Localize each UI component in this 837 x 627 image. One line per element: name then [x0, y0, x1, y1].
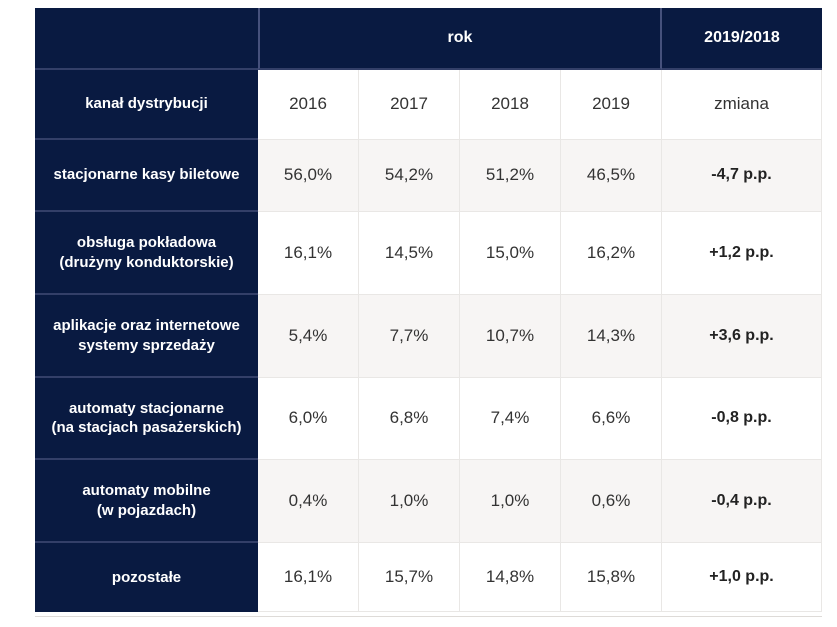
table-cell: 6,6% — [561, 378, 662, 460]
table-cell: 15,7% — [359, 543, 460, 612]
table-cell: 15,8% — [561, 543, 662, 612]
table-cell: 6,0% — [258, 378, 359, 460]
row-label-line: systemy sprzedaży — [78, 336, 215, 354]
table-cell: 51,2% — [460, 140, 561, 212]
row-label-obsluga-pokladowa: obsługa pokładowa (drużyny konduktorskie… — [35, 212, 258, 295]
column-header-2019: 2019 — [561, 70, 662, 140]
table-cell: 56,0% — [258, 140, 359, 212]
row-label-stacjonarne-kasy: stacjonarne kasy biletowe — [35, 140, 258, 212]
change-cell: -0,4 p.p. — [662, 460, 822, 543]
table-cell: 7,4% — [460, 378, 561, 460]
table-corner-cell — [35, 8, 258, 70]
table-cell: 5,4% — [258, 295, 359, 378]
row-label-aplikacje-internetowe: aplikacje oraz internetowe systemy sprze… — [35, 295, 258, 378]
table-cell: 1,0% — [460, 460, 561, 543]
row-header-label: kanał dystrybucji — [35, 70, 258, 140]
change-cell: +1,2 p.p. — [662, 212, 822, 295]
table-cell: 0,6% — [561, 460, 662, 543]
row-label-line: (drużyny konduktorskie) — [59, 253, 234, 271]
row-label-line: (w pojazdach) — [96, 501, 197, 519]
distribution-channels-table: rok 2019/2018 kanał dystrybucji 2016 201… — [35, 8, 822, 617]
table-cell: 7,7% — [359, 295, 460, 378]
table-grid: rok 2019/2018 kanał dystrybucji 2016 201… — [35, 8, 822, 612]
table-cell: 10,7% — [460, 295, 561, 378]
table-cell: 1,0% — [359, 460, 460, 543]
column-header-2017: 2017 — [359, 70, 460, 140]
change-cell: -0,8 p.p. — [662, 378, 822, 460]
row-label-automaty-mobilne: automaty mobilne (w pojazdach) — [35, 460, 258, 543]
table-cell: 54,2% — [359, 140, 460, 212]
row-label-line: (na stacjach pasażerskich) — [51, 419, 242, 436]
table-cell: 0,4% — [258, 460, 359, 543]
change-group-header: 2019/2018 — [662, 8, 822, 70]
table-cell: 46,5% — [561, 140, 662, 212]
row-label-line: obsługa pokładowa — [76, 234, 217, 251]
table-cell: 16,1% — [258, 543, 359, 612]
change-cell: +1,0 p.p. — [662, 543, 822, 612]
table-cell: 6,8% — [359, 378, 460, 460]
table-cell: 14,3% — [561, 295, 662, 378]
row-label-line: pozostałe — [111, 568, 182, 586]
change-cell: +3,6 p.p. — [662, 295, 822, 378]
row-label-line: automaty mobilne — [82, 482, 211, 499]
table-cell: 16,2% — [561, 212, 662, 295]
table-cell: 16,1% — [258, 212, 359, 295]
table-cell: 15,0% — [460, 212, 561, 295]
column-header-2016: 2016 — [258, 70, 359, 140]
row-label-line: stacjonarne kasy biletowe — [53, 166, 240, 184]
column-header-2018: 2018 — [460, 70, 561, 140]
row-label-automaty-stacjonarne: automaty stacjonarne (na stacjach pasaże… — [35, 378, 258, 460]
table-bottom-divider — [35, 616, 822, 617]
table-cell: 14,5% — [359, 212, 460, 295]
row-label-pozostale: pozostałe — [35, 543, 258, 612]
year-group-header: rok — [258, 8, 662, 70]
change-cell: -4,7 p.p. — [662, 140, 822, 212]
column-header-change: zmiana — [662, 70, 822, 140]
row-label-line: aplikacje oraz internetowe — [53, 317, 240, 334]
row-label-line: automaty stacjonarne — [68, 399, 225, 417]
table-cell: 14,8% — [460, 543, 561, 612]
